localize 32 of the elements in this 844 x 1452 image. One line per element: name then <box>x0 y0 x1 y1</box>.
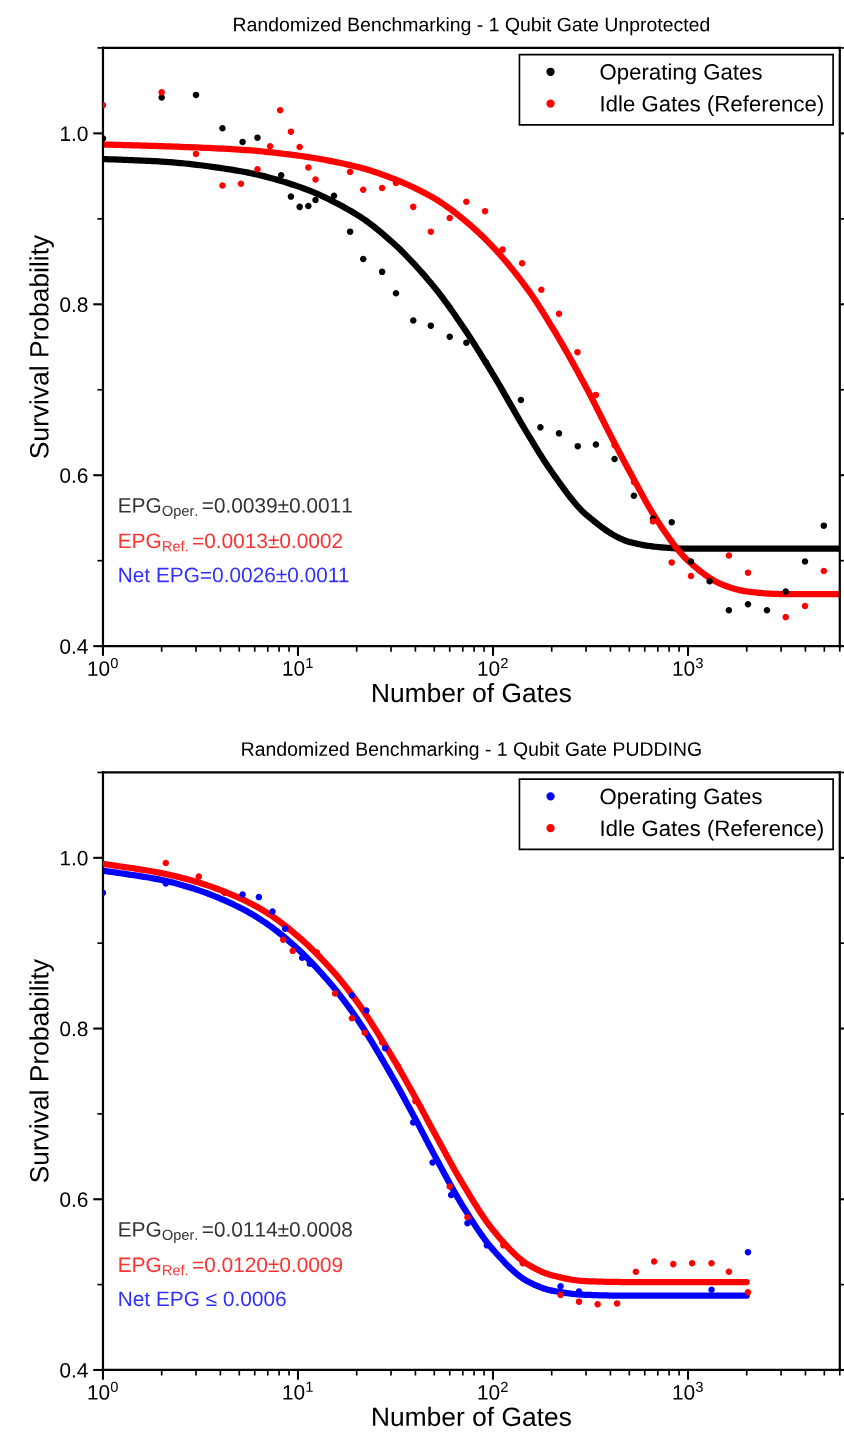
x-tick-label: 10$^{0}$ <box>88 657 118 676</box>
legend-label: Idle Gates (Reference) <box>601 95 823 116</box>
y-tick-label: 0.4 <box>60 1362 88 1378</box>
y-tick-label: 0.4 <box>60 639 88 654</box>
x-tick-label: 10$^{3}$ <box>673 657 703 676</box>
legend-label: Operating Gates <box>600 788 762 809</box>
annotation: EPG$_{Ref.}$=0.0013±0.0002 <box>119 533 343 552</box>
y-axis-title: Survival Probability <box>29 234 54 459</box>
annotation: Net EPG=0.0026±0.0011 <box>119 567 349 583</box>
x-axis-title: Number of Gates <box>373 1406 571 1427</box>
x-tick-label: 10$^{2}$ <box>478 1381 508 1400</box>
y-tick-label: 0.8 <box>60 1021 88 1037</box>
y-tick-label: 0.6 <box>60 468 88 483</box>
x-tick-label: 10$^{1}$ <box>283 1381 313 1400</box>
x-axis-title: Number of Gates <box>373 682 571 703</box>
annotation: EPG$_{Oper.}$=0.0039±0.0011 <box>119 498 352 519</box>
x-tick-label: 10$^{2}$ <box>478 657 508 676</box>
x-tick-label: 10$^{1}$ <box>283 657 313 676</box>
chart-title: Randomized Benchmarking - 1 Qubit Gate PUDDING <box>242 741 701 760</box>
legend-label: Idle Gates (Reference) <box>601 819 823 841</box>
annotation: Net EPG ≤ 0.0006 <box>119 1291 286 1307</box>
legend-label: Operating Gates <box>600 63 762 85</box>
y-tick-label: 0.8 <box>60 297 88 313</box>
y-tick-label: 1.0 <box>61 850 88 866</box>
y-tick-label: 0.6 <box>60 1192 88 1207</box>
chart-title: Randomized Benchmarking - 1 Qubit Gate Unprotected <box>234 17 709 36</box>
y-axis-title: Survival Probability <box>29 959 54 1183</box>
annotation: EPG$_{Ref.}$=0.0120±0.0009 <box>119 1257 343 1276</box>
x-tick-label: 10$^{0}$ <box>88 1381 118 1400</box>
annotation: EPG$_{Oper.}$=0.0114±0.0008 <box>119 1222 352 1243</box>
x-tick-label: 10$^{3}$ <box>673 1381 703 1400</box>
y-tick-label: 1.0 <box>61 126 88 142</box>
